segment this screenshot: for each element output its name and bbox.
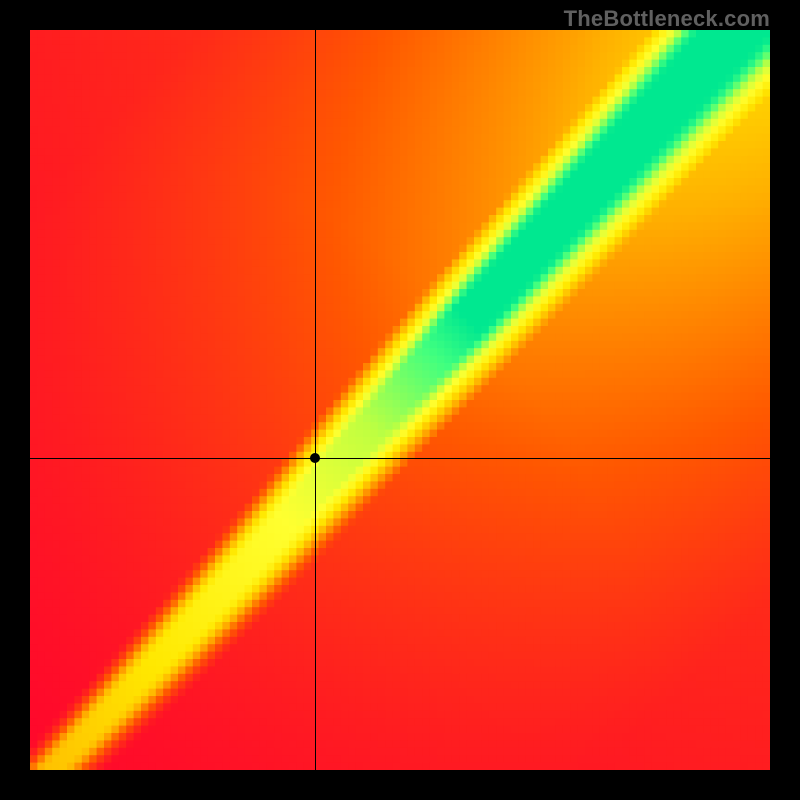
heatmap-plot xyxy=(30,30,770,770)
heatmap-canvas xyxy=(30,30,770,770)
chart-frame: TheBottleneck.com xyxy=(0,0,800,800)
crosshair-marker-dot xyxy=(310,453,320,463)
crosshair-vertical xyxy=(315,30,316,770)
attribution-text: TheBottleneck.com xyxy=(564,6,770,32)
crosshair-horizontal xyxy=(30,458,770,459)
